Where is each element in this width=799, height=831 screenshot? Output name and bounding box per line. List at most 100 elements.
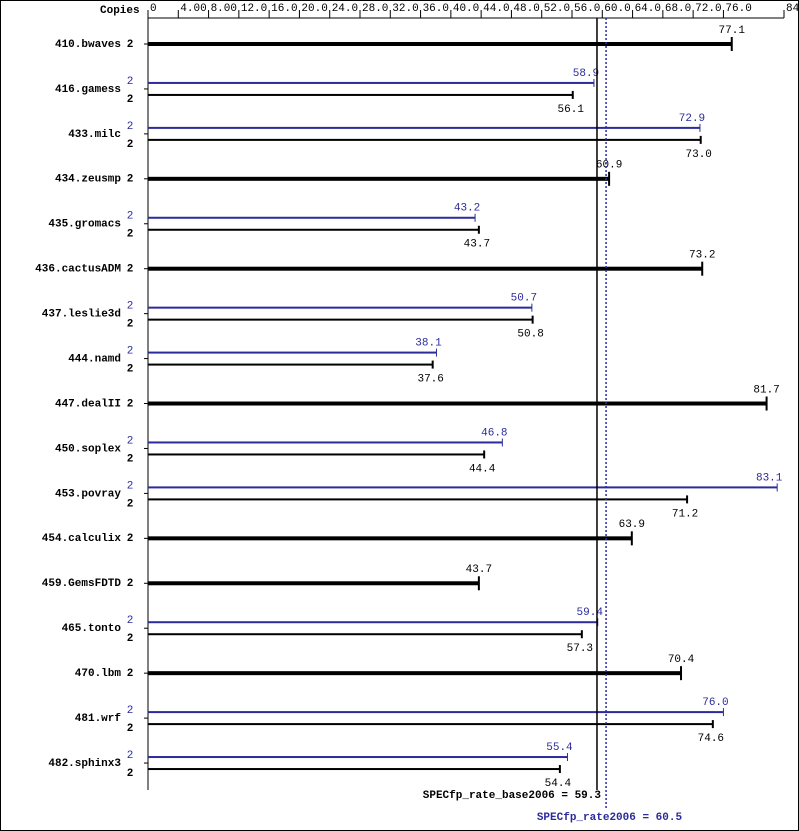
category-label: 450.soplex <box>55 443 121 455</box>
peak-copies: 2 <box>127 301 134 313</box>
copies: 2 <box>127 139 134 151</box>
peak-value-label: 83.1 <box>756 472 783 484</box>
category-label: 453.povray <box>55 488 121 500</box>
category-label: 454.calculix <box>42 533 122 545</box>
copies: 2 <box>127 453 134 465</box>
category-label: 433.milc <box>68 129 121 141</box>
category-label: 436.cactusADM <box>35 264 121 276</box>
peak-value-label: 72.9 <box>679 113 705 125</box>
peak-value-label: 55.4 <box>546 742 573 754</box>
copies: 2 <box>127 264 134 276</box>
category-label: 481.wrf <box>75 713 122 725</box>
peak-value-label: 43.2 <box>454 203 480 215</box>
peak-bar <box>148 621 598 624</box>
peak-bar <box>148 486 778 489</box>
copies: 2 <box>127 363 134 375</box>
bar <box>148 42 732 46</box>
peak-value-label: 46.8 <box>481 427 507 439</box>
copies: 2 <box>127 398 134 410</box>
copies-header: Copies <box>100 5 140 17</box>
value-label: 73.2 <box>689 250 715 262</box>
base-bar <box>148 318 533 321</box>
peak-value-label: 58.9 <box>573 68 599 80</box>
x-tick-label: 60.0 <box>604 3 630 15</box>
peak-copies: 2 <box>127 345 134 357</box>
category-label: 410.bwaves <box>55 39 121 51</box>
value-label: 77.1 <box>719 25 746 37</box>
value-label: 37.6 <box>417 373 443 385</box>
peak-value-label: 50.7 <box>511 293 537 305</box>
bar <box>148 401 767 406</box>
base-bar <box>148 768 560 771</box>
bar <box>148 671 682 676</box>
category-label: 459.GemsFDTD <box>42 578 122 590</box>
category-label: 435.gromacs <box>48 219 121 231</box>
peak-bar <box>148 81 594 84</box>
category-label: 434.zeusmp <box>55 174 121 186</box>
value-label: 71.2 <box>672 508 698 520</box>
peak-copies: 2 <box>127 121 134 133</box>
value-label: 43.7 <box>464 239 490 251</box>
peak-value-label: 76.0 <box>702 697 728 709</box>
category-label: 416.gamess <box>55 84 121 96</box>
base-bar <box>148 93 573 96</box>
peak-copies: 2 <box>127 480 134 492</box>
value-label: 57.3 <box>567 643 593 655</box>
category-label: 437.leslie3d <box>42 309 121 321</box>
copies: 2 <box>127 533 134 545</box>
value-label: 60.9 <box>596 160 622 172</box>
base-bar <box>148 633 582 636</box>
copies: 2 <box>127 723 134 735</box>
peak-copies: 2 <box>127 615 134 627</box>
x-tick-label: 0 <box>150 3 157 15</box>
copies: 2 <box>127 633 134 645</box>
peak-copies: 2 <box>127 750 134 762</box>
x-tick-label: 28.0 <box>362 3 388 15</box>
x-tick-label: 32.0 <box>392 3 418 15</box>
peak-copies: 2 <box>127 435 134 447</box>
x-tick-label: 24.0 <box>332 3 358 15</box>
copies: 2 <box>127 229 134 241</box>
base-bar <box>148 138 701 141</box>
peak-bar <box>148 756 568 759</box>
x-tick-label: 16.0 <box>271 3 297 15</box>
bar <box>148 581 479 586</box>
x-tick-label: 64.0 <box>635 3 661 15</box>
x-tick-label: 56.0 <box>574 3 600 15</box>
bar <box>148 176 610 181</box>
base-bar <box>148 228 479 231</box>
value-label: 74.6 <box>698 733 724 745</box>
category-label: 447.dealII <box>55 398 121 410</box>
peak-copies: 2 <box>127 211 134 223</box>
value-label: 56.1 <box>558 104 585 116</box>
bar <box>148 536 632 541</box>
base-bar <box>148 498 688 501</box>
category-label: 482.sphinx3 <box>48 758 121 770</box>
value-label: 81.7 <box>753 384 779 396</box>
x-tick-label: 8.00 <box>211 3 237 15</box>
x-tick-label: 84.0 <box>786 3 799 15</box>
peak-bar <box>148 711 724 714</box>
x-tick-label: 40.0 <box>453 3 479 15</box>
copies: 2 <box>127 94 134 106</box>
base-bar <box>148 453 485 456</box>
copies: 2 <box>127 498 134 510</box>
x-tick-label: 72.0 <box>695 3 721 15</box>
peak-copies: 2 <box>127 705 134 717</box>
peak-value-label: 59.4 <box>577 607 604 619</box>
peak-copies: 2 <box>127 76 134 88</box>
peak-bar <box>148 216 476 219</box>
value-label: 73.0 <box>686 149 712 161</box>
base-bar <box>148 363 433 366</box>
base-reference-label: SPECfp_rate_base2006 = 59.3 <box>423 790 602 802</box>
x-tick-label: 4.00 <box>180 3 206 15</box>
category-label: 444.namd <box>68 353 121 365</box>
peak-value-label: 38.1 <box>415 337 442 349</box>
x-tick-label: 20.0 <box>301 3 327 15</box>
base-bar <box>148 723 713 726</box>
value-label: 50.8 <box>517 329 543 341</box>
value-label: 63.9 <box>619 519 645 531</box>
category-label: 470.lbm <box>75 668 122 680</box>
